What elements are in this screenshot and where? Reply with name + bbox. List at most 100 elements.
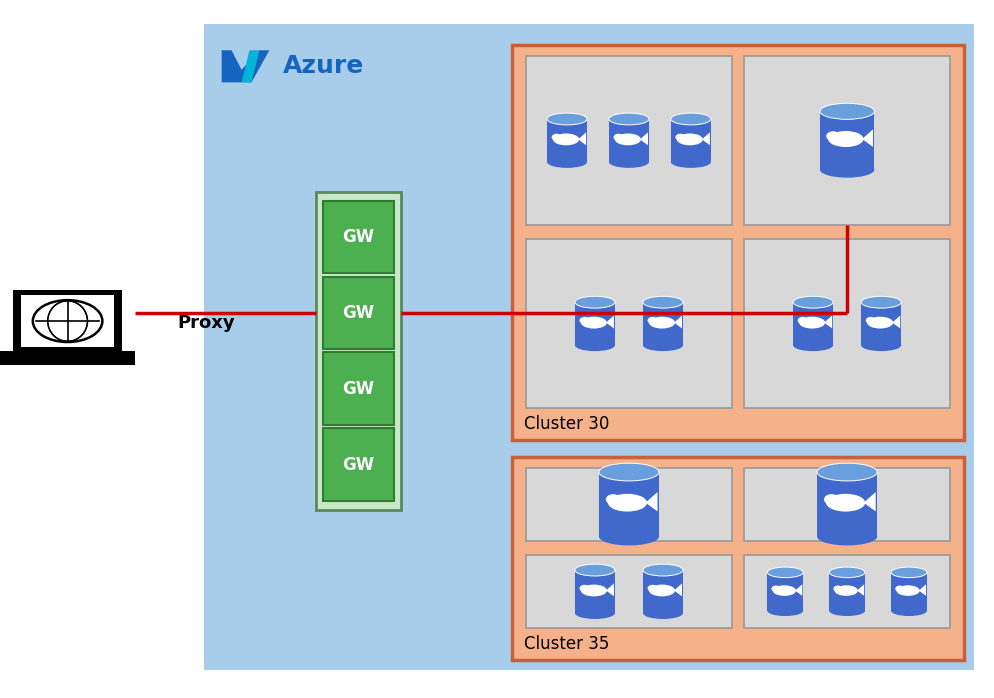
Ellipse shape: [820, 103, 875, 119]
Ellipse shape: [896, 586, 905, 592]
Ellipse shape: [649, 317, 675, 329]
Ellipse shape: [817, 528, 877, 545]
Bar: [793, 302, 833, 346]
Bar: [892, 572, 926, 611]
Ellipse shape: [835, 586, 858, 596]
Polygon shape: [702, 133, 710, 145]
Polygon shape: [606, 315, 614, 329]
Polygon shape: [893, 315, 901, 329]
Bar: [547, 119, 587, 162]
Bar: [526, 555, 732, 628]
Ellipse shape: [575, 564, 615, 576]
Bar: [744, 239, 950, 408]
Text: Proxy: Proxy: [177, 314, 235, 332]
Ellipse shape: [609, 156, 649, 168]
Polygon shape: [857, 584, 864, 596]
Bar: [861, 302, 902, 346]
Bar: [526, 239, 732, 408]
Ellipse shape: [547, 156, 587, 168]
Bar: [204, 24, 974, 670]
Text: GW: GW: [342, 228, 375, 246]
Ellipse shape: [797, 317, 808, 324]
Bar: [643, 302, 683, 346]
Ellipse shape: [643, 339, 683, 351]
Bar: [599, 472, 659, 537]
Polygon shape: [824, 315, 832, 329]
Polygon shape: [645, 492, 657, 512]
Bar: [575, 570, 615, 613]
Ellipse shape: [605, 494, 621, 505]
Bar: [643, 570, 683, 613]
Text: Azure: Azure: [283, 54, 365, 77]
Bar: [323, 429, 394, 500]
Ellipse shape: [677, 133, 703, 145]
Ellipse shape: [33, 300, 102, 342]
Bar: [575, 302, 615, 346]
Bar: [21, 295, 114, 347]
Polygon shape: [242, 50, 259, 82]
Ellipse shape: [580, 585, 589, 592]
Bar: [323, 276, 394, 349]
Ellipse shape: [771, 586, 780, 592]
Ellipse shape: [580, 317, 607, 329]
Ellipse shape: [829, 605, 865, 616]
Bar: [0, 351, 135, 365]
Ellipse shape: [799, 317, 825, 329]
Ellipse shape: [580, 317, 589, 324]
Ellipse shape: [828, 131, 864, 147]
Bar: [13, 290, 122, 352]
Ellipse shape: [643, 564, 683, 576]
Ellipse shape: [817, 463, 877, 481]
Polygon shape: [222, 50, 269, 82]
Ellipse shape: [553, 133, 580, 145]
Ellipse shape: [767, 567, 803, 578]
Bar: [829, 572, 865, 611]
Ellipse shape: [861, 339, 902, 351]
Bar: [609, 119, 649, 162]
Ellipse shape: [866, 317, 876, 324]
Ellipse shape: [793, 296, 833, 308]
Ellipse shape: [767, 605, 803, 616]
Polygon shape: [606, 584, 614, 596]
Bar: [744, 468, 950, 541]
Ellipse shape: [892, 605, 926, 616]
Ellipse shape: [613, 134, 623, 141]
Ellipse shape: [861, 296, 902, 308]
Ellipse shape: [643, 607, 683, 619]
Ellipse shape: [826, 493, 865, 512]
Bar: [323, 201, 394, 273]
Ellipse shape: [552, 134, 562, 141]
Ellipse shape: [615, 133, 641, 145]
Ellipse shape: [833, 586, 842, 592]
Ellipse shape: [824, 494, 839, 505]
Ellipse shape: [675, 134, 686, 141]
Ellipse shape: [575, 296, 615, 308]
Bar: [526, 468, 732, 541]
Text: GW: GW: [342, 380, 375, 398]
Bar: [744, 555, 950, 628]
Ellipse shape: [599, 528, 659, 545]
Ellipse shape: [793, 339, 833, 351]
Bar: [820, 111, 875, 170]
Ellipse shape: [580, 584, 607, 596]
Ellipse shape: [575, 339, 615, 351]
Bar: [767, 572, 803, 611]
Bar: [744, 56, 950, 225]
Ellipse shape: [829, 567, 865, 578]
Ellipse shape: [547, 113, 587, 125]
Ellipse shape: [867, 317, 894, 329]
Ellipse shape: [647, 317, 658, 324]
Ellipse shape: [608, 493, 647, 512]
Polygon shape: [864, 492, 876, 512]
Ellipse shape: [820, 162, 875, 178]
Ellipse shape: [897, 586, 919, 596]
Ellipse shape: [609, 113, 649, 125]
Text: GW: GW: [342, 456, 375, 474]
Ellipse shape: [599, 463, 659, 481]
Polygon shape: [795, 584, 802, 596]
Text: GW: GW: [342, 304, 375, 322]
Bar: [526, 56, 732, 225]
Ellipse shape: [575, 607, 615, 619]
Ellipse shape: [671, 156, 711, 168]
Polygon shape: [674, 584, 682, 596]
